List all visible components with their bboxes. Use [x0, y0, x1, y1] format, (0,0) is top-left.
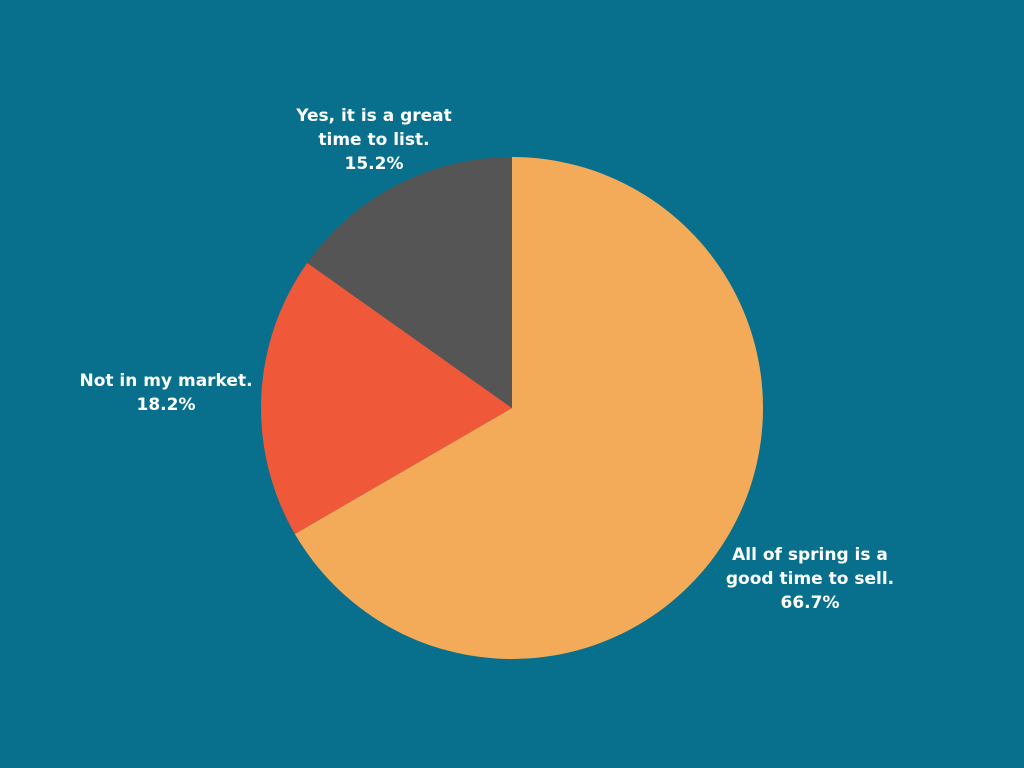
slice-label-yes-great-time: Yes, it is a great time to list. 15.2%: [296, 104, 452, 176]
label-line: All of spring is a: [732, 545, 888, 565]
label-line: time to list.: [318, 130, 430, 150]
label-line: Not in my market.: [79, 371, 253, 391]
slice-label-all-of-spring: All of spring is a good time to sell. 66…: [726, 543, 894, 615]
label-line: good time to sell.: [725, 569, 895, 589]
value-label: 66.7%: [780, 593, 840, 613]
slice-label-not-in-my-market: Not in my market. 18.2%: [79, 369, 252, 417]
label-line: Yes, it is a great: [296, 106, 452, 126]
value-label: 18.2%: [136, 395, 196, 415]
value-label: 15.2%: [344, 154, 404, 174]
pie-slice-1: [261, 262, 512, 534]
pie-slice-0: [294, 157, 764, 659]
pie-slice-2: [307, 157, 512, 408]
